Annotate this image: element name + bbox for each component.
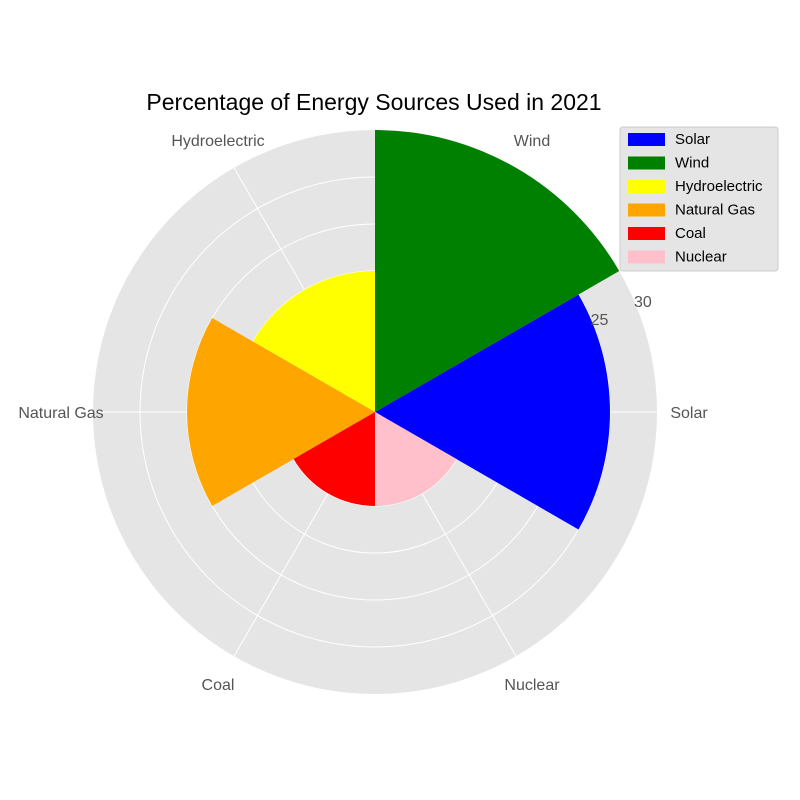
bars-layer [186,130,620,530]
legend-label: Solar [675,131,710,148]
legend-swatch [628,250,665,264]
legend-label: Nuclear [675,249,727,266]
category-label-hydroelectric: Hydroelectric [171,133,264,150]
legend-item-wind: Wind [628,155,709,172]
legend-swatch [628,227,665,240]
legend-swatch [628,203,665,217]
legend-label: Hydroelectric [675,178,763,195]
legend-item-hydroelectric: Hydroelectric [628,178,763,195]
category-label-solar: Solar [670,405,708,422]
legend-label: Wind [675,155,709,172]
bar-coal [293,412,375,506]
category-labels: Solar Wind Hydroelectric Natural Gas Coal Nuc… [18,133,708,694]
legend-swatch [628,180,665,193]
legend-item-solar: Solar [628,131,710,148]
legend-swatch [628,133,665,146]
radial-tick-labels: 25 30 [591,294,652,329]
legend-item-natural-gas: Natural Gas [628,202,755,219]
legend-item-coal: Coal [628,225,706,242]
legend-label: Natural Gas [675,202,755,219]
bar-wind [375,130,620,412]
chart-title: Percentage of Energy Sources Used in 202… [146,89,601,115]
radial-tick-label: 30 [634,294,652,311]
legend-item-nuclear: Nuclear [628,249,727,266]
bar-hydroelectric [252,271,375,412]
bar-solar [375,294,610,530]
radial-tick-label: 25 [591,312,609,329]
legend-swatch [628,156,665,170]
category-label-natural-gas: Natural Gas [18,405,103,422]
legend-label: Coal [675,225,706,242]
bar-nuclear [375,412,457,506]
category-label-wind: Wind [514,133,550,150]
legend: Solar Wind Hydroelectric Natural Gas Coal Nuc… [619,126,779,272]
category-label-coal: Coal [202,677,235,694]
category-label-nuclear: Nuclear [504,677,560,694]
bar-natural-gas [186,318,375,506]
